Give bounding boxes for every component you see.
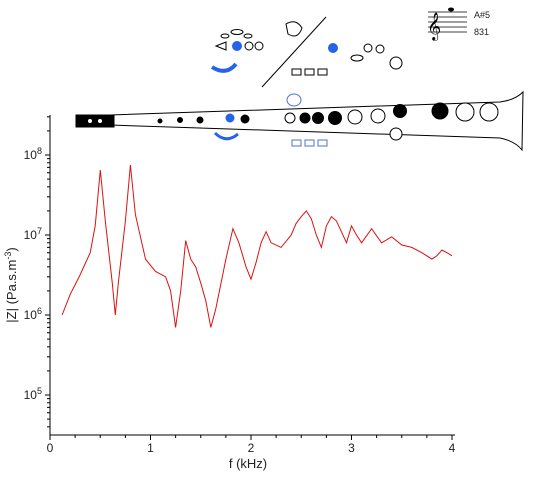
x-axis-label: f (kHz) [229, 456, 267, 471]
finger-blue-key [232, 41, 242, 51]
key-ghost-3 [317, 139, 328, 147]
y-axis-label: |Z| (Pa.s.m-3) [3, 247, 19, 322]
finger-rect-3 [317, 68, 328, 76]
key-11 [347, 109, 363, 125]
finger-key-10 [350, 54, 364, 62]
y-ticks: 108 107 106 105 [24, 116, 50, 428]
note-panel: 𝄞 A#5 831 [427, 7, 490, 41]
x-tick-label: 3 [348, 441, 355, 455]
y-tick-label: 105 [24, 386, 42, 402]
x-ticks: 0 1 2 3 4 [47, 435, 456, 455]
x-tick-label: 2 [248, 441, 255, 455]
finger-key-8 [363, 43, 373, 53]
key-14 [431, 102, 449, 120]
key-3 [157, 118, 163, 124]
note-frequency: 831 [474, 27, 489, 37]
mouthpiece [75, 114, 115, 128]
x-tick-label: 4 [449, 441, 456, 455]
key-7 [284, 112, 296, 124]
finger-key-1 [230, 29, 244, 35]
key-15 [455, 102, 475, 122]
diagonal-divider [261, 16, 327, 88]
key-6 [240, 114, 250, 124]
thumb-rest-ghost [213, 131, 239, 141]
finger-key-2 [220, 33, 230, 39]
key-4 [177, 117, 183, 123]
x-tick-label: 1 [147, 441, 154, 455]
key-ghost-2 [304, 139, 315, 147]
finger-key-5 [244, 41, 254, 51]
key-10 [328, 111, 342, 125]
key-18 [286, 93, 302, 107]
finger-rect-2 [304, 68, 315, 76]
key-ghost-1 [291, 139, 302, 147]
y-tick-label: 106 [24, 306, 42, 322]
key-13 [393, 104, 407, 118]
finger-key-9 [375, 44, 385, 54]
finger-key-3 [243, 33, 253, 39]
key-1 [87, 118, 93, 124]
treble-clef-icon: 𝄞 [427, 12, 441, 41]
finger-key-6 [254, 41, 264, 51]
series-layer [61, 164, 453, 328]
note-name: A#5 [474, 10, 490, 20]
key-5 [196, 116, 204, 124]
x-tick-label: 0 [47, 441, 54, 455]
music-staff [428, 11, 467, 33]
plot-axes [49, 115, 455, 436]
fingering-diagram [210, 16, 403, 88]
finger-rect-1 [291, 68, 302, 76]
saxophone-body [75, 90, 524, 152]
y-tick-label: 107 [24, 226, 42, 242]
key-16 [479, 102, 499, 122]
note-head-icon [448, 7, 454, 12]
finger-key-7 [285, 21, 303, 37]
finger-blue-key-2 [328, 43, 338, 53]
finger-key-11 [389, 56, 403, 70]
finger-key-4 [214, 41, 227, 51]
key-2 [97, 118, 103, 124]
thumb-rest [210, 62, 238, 73]
y-tick-label: 108 [24, 146, 42, 162]
key-9 [312, 112, 324, 124]
impedance-series-line [61, 164, 453, 328]
soprano-saxophone-illustration [75, 90, 524, 152]
key-blue-1 [225, 113, 235, 123]
key-8 [299, 112, 311, 124]
key-12 [370, 108, 386, 124]
key-17 [389, 127, 403, 141]
